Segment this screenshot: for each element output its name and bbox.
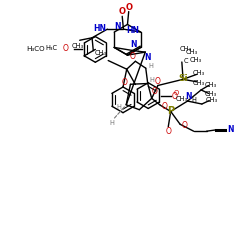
Text: CH₃: CH₃ — [204, 82, 216, 87]
Text: H: H — [109, 120, 114, 126]
Text: CH₃: CH₃ — [192, 80, 204, 86]
Text: CH₃: CH₃ — [192, 70, 204, 76]
Text: H₃CO: H₃CO — [26, 46, 45, 52]
Text: O: O — [154, 76, 160, 86]
Text: H: H — [149, 63, 154, 69]
Text: H: H — [150, 77, 154, 83]
Text: N: N — [186, 92, 192, 101]
Text: O: O — [152, 87, 158, 96]
Text: O: O — [62, 44, 68, 53]
Text: H: H — [191, 97, 196, 103]
Text: N: N — [144, 53, 150, 62]
Text: O: O — [130, 52, 135, 61]
Text: P: P — [167, 106, 174, 117]
Text: CH₃: CH₃ — [180, 46, 192, 52]
Text: H: H — [116, 104, 121, 110]
Text: O: O — [165, 127, 171, 136]
Text: Si: Si — [179, 74, 188, 82]
Text: CH₃: CH₃ — [205, 96, 217, 102]
Text: CH₃: CH₃ — [204, 92, 216, 98]
Text: C: C — [184, 58, 188, 64]
Text: N: N — [227, 126, 233, 134]
Text: HN: HN — [93, 24, 106, 33]
Text: CH₃: CH₃ — [190, 57, 202, 63]
Text: O: O — [162, 102, 168, 111]
Text: N: N — [114, 22, 120, 31]
Text: O: O — [121, 78, 127, 87]
Text: N: N — [131, 40, 137, 49]
Text: H₃C: H₃C — [45, 45, 57, 51]
Text: CH₃: CH₃ — [185, 49, 197, 55]
Text: HN: HN — [126, 26, 139, 35]
Text: CH₃: CH₃ — [176, 96, 188, 102]
Text: O: O — [119, 7, 126, 16]
Text: O: O — [171, 92, 177, 101]
Text: CH₃: CH₃ — [72, 43, 84, 49]
Text: O: O — [125, 3, 132, 12]
Text: CH₃: CH₃ — [94, 50, 106, 56]
Text: O: O — [182, 121, 188, 130]
Text: O: O — [173, 90, 178, 96]
